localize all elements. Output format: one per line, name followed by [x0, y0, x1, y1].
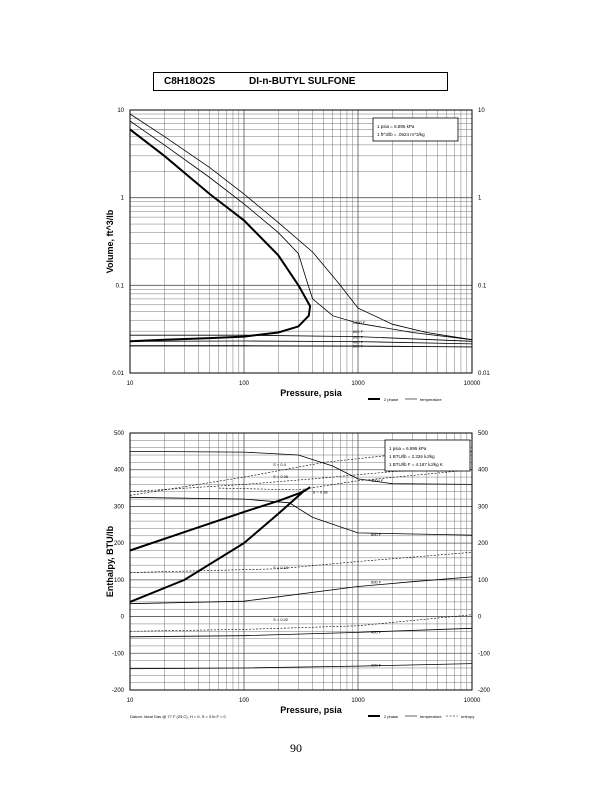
- compound-formula: C8H18O2S: [164, 76, 216, 87]
- enthalpy-plot-frame: [129, 432, 473, 691]
- y-tick-label-right: 0.01: [478, 371, 490, 377]
- y-tick-label: 500: [114, 431, 125, 437]
- x-axis-label: Pressure, psia: [280, 388, 343, 398]
- y-tick-label-right: 0.1: [478, 283, 487, 289]
- y-tick-label-right: 200: [478, 541, 489, 547]
- entropy-label: S = 0.4: [273, 462, 287, 467]
- x-axis-label: Pressure, psia: [280, 705, 343, 715]
- legend-temperature-label: temperature: [420, 397, 442, 402]
- conversion-line: 1 psia = 6.895 kPa: [389, 446, 427, 451]
- y-tick-label-right: -200: [478, 688, 491, 694]
- y-tick-label-right: 1: [478, 196, 482, 202]
- y-tick-label-right: 400: [478, 468, 489, 474]
- two-phase-dome: [129, 128, 312, 343]
- conversion-box: [372, 117, 459, 142]
- enthalpy-grid: [130, 433, 472, 690]
- isotherm-label: 400 F: [353, 339, 364, 344]
- isotherm-line: [129, 663, 473, 670]
- y-tick-label: 0.01: [112, 371, 124, 377]
- y-tick-label: -200: [112, 688, 125, 694]
- entropy-label: S = 0.38: [313, 490, 329, 495]
- y-tick-label: -100: [112, 651, 125, 657]
- entropy-line: [218, 469, 473, 491]
- y-tick-label: 400: [114, 468, 125, 474]
- x-tick-label: 10000: [464, 381, 481, 387]
- legend-two-phase-label: 2 phase: [384, 397, 399, 402]
- legend-two-phase-label: 2 phase: [384, 714, 399, 719]
- x-tick-label: 10: [127, 381, 134, 387]
- page-number: 90: [290, 741, 302, 755]
- y-tick-label: 100: [114, 578, 125, 584]
- entropy-label: S = 0.02: [273, 617, 289, 622]
- isotherm-line: [130, 334, 473, 342]
- isotherm-line: [129, 627, 473, 638]
- y-tick-label-right: 0: [478, 615, 482, 621]
- volume-chart: [129, 109, 473, 400]
- entropy-label: S = 0.16: [273, 565, 289, 570]
- two-phase-dome: [129, 486, 311, 603]
- entropy-label: S = 0.36: [273, 474, 289, 479]
- isotherm-label: 200 F: [353, 344, 364, 349]
- x-tick-label: 10000: [464, 698, 481, 704]
- volume-plot-frame: [129, 109, 473, 374]
- conversion-line: 1 BTU/lb F = 4.187 kJ/kg K: [389, 462, 443, 467]
- conversion-line: 1 ft^3/lb = .0624 m^3/kg: [377, 132, 425, 137]
- conversion-line: 1 psia = 6.895 kPa: [377, 124, 415, 129]
- legend-temperature-label: temperature: [420, 714, 442, 719]
- isotherm-line: [129, 340, 473, 345]
- enthalpy-chart: [129, 432, 473, 717]
- x-tick-label: 1000: [351, 698, 365, 704]
- y-tick-label: 200: [114, 541, 125, 547]
- y-tick-label: 1: [121, 196, 125, 202]
- isotherm-line: [129, 451, 473, 485]
- isotherm-line: [129, 576, 473, 605]
- volume-grid: [130, 110, 472, 373]
- isotherm-label: 600 F: [371, 580, 382, 585]
- conversion-line: 1 BTU/lb = 2.326 kJ/kg: [389, 454, 435, 459]
- x-tick-label: 100: [239, 698, 250, 704]
- isotherm-label: 800 F: [353, 329, 364, 334]
- isotherm-line: [129, 113, 473, 341]
- chart-title-box: C8H18O2S DI-n-BUTYL SULFONE: [153, 72, 448, 91]
- entropy-line: [129, 467, 473, 492]
- isotherm-label: 200 F: [371, 662, 382, 667]
- y-tick-label-right: -100: [478, 651, 491, 657]
- y-tick-label: 0: [121, 615, 125, 621]
- y-axis-label: Volume, ft^3/lb: [105, 209, 115, 273]
- isotherm-line: [129, 120, 473, 341]
- conversion-box: [384, 439, 471, 472]
- isotherm-line: [130, 345, 473, 348]
- y-tick-label: 10: [117, 108, 124, 114]
- x-tick-label: 10: [127, 698, 134, 704]
- datum-note: Datum: Ideal Gas @ 77 F (25 C), H = 0, S…: [130, 714, 227, 719]
- compound-name: DI-n-BUTYL SULFONE: [249, 76, 356, 87]
- y-tick-label-right: 100: [478, 578, 489, 584]
- y-tick-label-right: 10: [478, 108, 485, 114]
- isotherm-label: 1000 F: [371, 478, 384, 483]
- isotherm-label: 600 F: [353, 335, 364, 340]
- y-tick-label-right: 500: [478, 431, 489, 437]
- isotherm-line: [129, 496, 473, 536]
- isotherm-label: 400 F: [371, 629, 382, 634]
- legend-entropy-label: entropy: [461, 714, 474, 719]
- entropy-line: [129, 614, 473, 632]
- y-tick-label-right: 300: [478, 504, 489, 510]
- y-tick-label: 0.1: [116, 283, 125, 289]
- isotherm-label: 800 F: [371, 532, 382, 537]
- x-tick-label: 1000: [351, 381, 365, 387]
- isotherm-label: 1000 F: [353, 320, 366, 325]
- entropy-line: [129, 552, 473, 573]
- y-tick-label: 300: [114, 504, 125, 510]
- y-axis-label: Enthalpy, BTU/lb: [105, 525, 115, 597]
- x-tick-label: 100: [239, 381, 250, 387]
